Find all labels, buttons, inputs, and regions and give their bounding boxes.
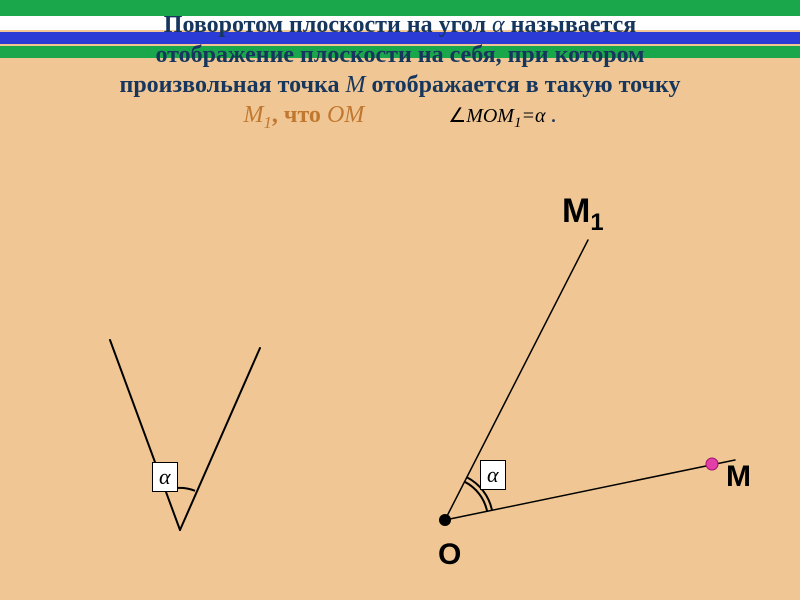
title-M1-M: M: [244, 102, 264, 128]
diagram-area: α α M1 M O: [0, 150, 800, 600]
label-M1-M: M: [562, 192, 590, 230]
title-line3b: отображается в такую точку: [365, 72, 680, 98]
title-dot: .: [550, 102, 556, 128]
title-M: M: [345, 72, 365, 98]
label-M1: M1: [562, 192, 604, 237]
title-MOM: MOM: [466, 105, 514, 127]
alpha-label-right: α: [480, 460, 506, 490]
geometry-svg: [0, 150, 800, 600]
title-line1b: называется: [505, 12, 637, 38]
slide-root: Поворотом плоскости на угол α называется…: [0, 0, 800, 600]
title-OM: OM: [327, 102, 364, 128]
label-M1-sub: 1: [590, 209, 603, 236]
title-line4a: , что: [272, 102, 327, 128]
title-gap: [370, 102, 442, 128]
title-line3a: произвольная точка: [120, 72, 346, 98]
alpha-label-left: α: [152, 462, 178, 492]
title-line2: отображение плоскости на себя, при котор…: [156, 42, 645, 68]
title-M1-sub: 1: [264, 113, 272, 132]
title-eq: =α: [521, 105, 545, 127]
title-angle-sym: ∠: [448, 105, 466, 127]
title-line1a: Поворотом плоскости на угол: [164, 12, 492, 38]
definition-title: Поворотом плоскости на угол α называется…: [0, 2, 800, 146]
label-M: M: [726, 460, 751, 494]
label-O: O: [438, 538, 461, 572]
title-alpha: α: [492, 12, 505, 38]
